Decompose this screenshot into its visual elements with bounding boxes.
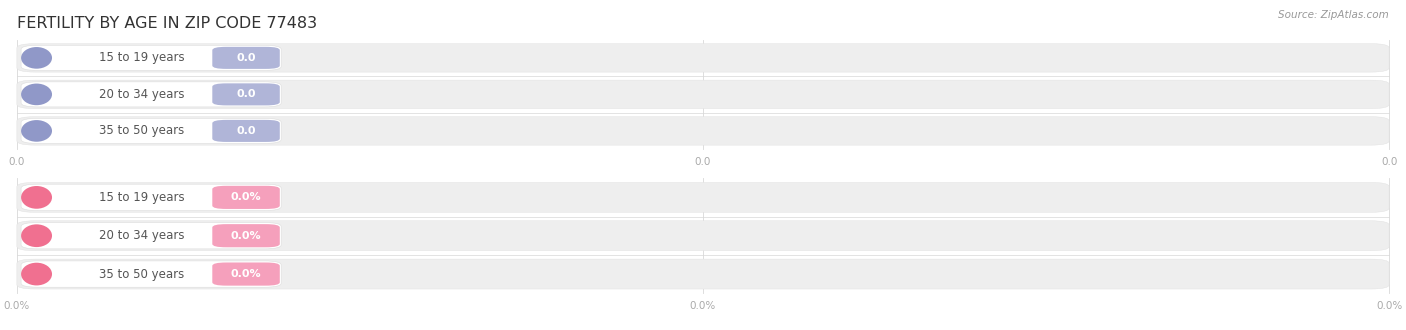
FancyBboxPatch shape: [17, 117, 1389, 145]
FancyBboxPatch shape: [21, 118, 281, 144]
Text: 20 to 34 years: 20 to 34 years: [98, 229, 184, 242]
FancyBboxPatch shape: [21, 222, 281, 249]
Ellipse shape: [21, 83, 52, 105]
Text: 0.0%: 0.0%: [231, 269, 262, 279]
FancyBboxPatch shape: [17, 80, 1389, 109]
FancyBboxPatch shape: [212, 83, 280, 105]
FancyBboxPatch shape: [17, 259, 1389, 289]
FancyBboxPatch shape: [17, 182, 1389, 212]
Text: 20 to 34 years: 20 to 34 years: [98, 88, 184, 101]
Text: 0.0: 0.0: [695, 156, 711, 167]
Text: 0.0%: 0.0%: [690, 301, 716, 311]
FancyBboxPatch shape: [21, 261, 281, 287]
Text: 35 to 50 years: 35 to 50 years: [98, 124, 184, 137]
Ellipse shape: [21, 224, 52, 247]
FancyBboxPatch shape: [21, 45, 281, 70]
FancyBboxPatch shape: [212, 186, 280, 209]
FancyBboxPatch shape: [212, 224, 280, 247]
FancyBboxPatch shape: [21, 82, 281, 107]
Text: 0.0: 0.0: [236, 126, 256, 136]
Ellipse shape: [21, 186, 52, 209]
Text: 0.0: 0.0: [236, 89, 256, 99]
FancyBboxPatch shape: [17, 44, 1389, 72]
FancyBboxPatch shape: [212, 47, 280, 69]
Text: 15 to 19 years: 15 to 19 years: [98, 191, 184, 204]
Text: 0.0%: 0.0%: [1376, 301, 1402, 311]
FancyBboxPatch shape: [17, 221, 1389, 251]
Ellipse shape: [21, 120, 52, 142]
Text: 0.0: 0.0: [236, 53, 256, 63]
FancyBboxPatch shape: [212, 262, 280, 286]
Ellipse shape: [21, 263, 52, 285]
Text: 35 to 50 years: 35 to 50 years: [98, 268, 184, 280]
Ellipse shape: [21, 47, 52, 69]
Text: 0.0%: 0.0%: [231, 192, 262, 202]
Text: 0.0%: 0.0%: [4, 301, 30, 311]
Text: 0.0%: 0.0%: [231, 231, 262, 241]
Text: 15 to 19 years: 15 to 19 years: [98, 51, 184, 64]
FancyBboxPatch shape: [212, 120, 280, 142]
Text: 0.0: 0.0: [1381, 156, 1398, 167]
Text: FERTILITY BY AGE IN ZIP CODE 77483: FERTILITY BY AGE IN ZIP CODE 77483: [17, 16, 316, 31]
Text: Source: ZipAtlas.com: Source: ZipAtlas.com: [1278, 10, 1389, 20]
Text: 0.0: 0.0: [8, 156, 25, 167]
FancyBboxPatch shape: [21, 184, 281, 211]
